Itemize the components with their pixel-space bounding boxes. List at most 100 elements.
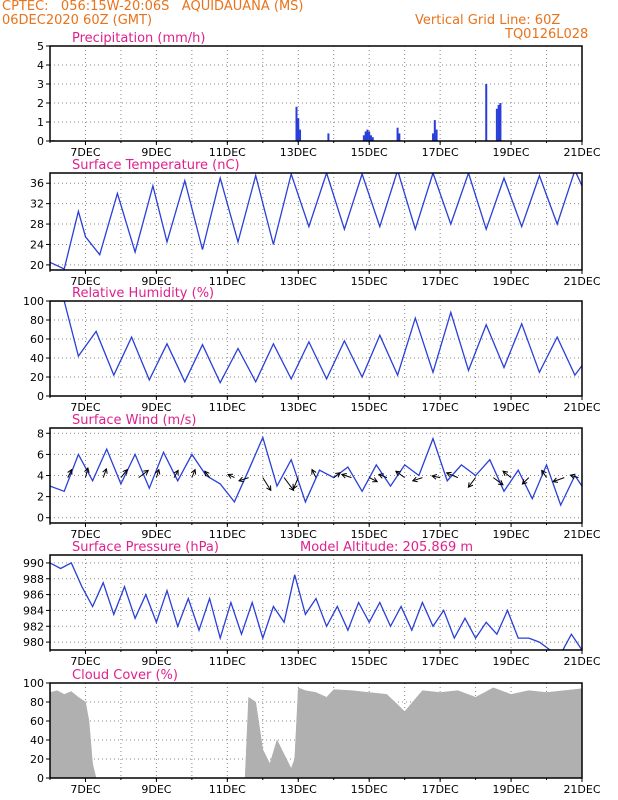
wind-vector-head [445,471,452,478]
wind-vector-head [395,470,401,476]
wind-vector-head [335,472,341,478]
wind-vector-head [266,485,272,492]
y-tick-label: 8 [37,427,44,440]
x-tick-label: 13DEC [280,146,317,159]
x-tick-label: 17DEC [422,146,459,159]
precip-bar [362,135,365,141]
header-date: 06DEC2020 60Z (GMT) [2,13,153,28]
panel-data [52,84,502,141]
wind-vector-head [292,483,298,490]
y-tick-label: 60 [30,333,44,346]
wind-vector-head [84,466,90,473]
wind-vector [238,477,249,482]
x-tick-label: 17DEC [422,401,459,414]
wind-vector-head [143,469,150,476]
wind-vector-head [173,469,179,476]
panel-frame [49,427,583,524]
x-tick-label: 19DEC [493,401,530,414]
x-tick-label: 11DEC [209,275,246,288]
precip-bar [396,127,399,141]
y-tick-label: 986 [23,589,44,602]
wind-vector [67,469,73,478]
y-tick-label: 32 [30,198,44,211]
wind-vector [368,477,378,483]
series-line [50,173,582,270]
wind-vector [341,473,352,479]
wind-vector [412,477,423,482]
wind-vector-head [431,474,438,480]
y-tick-label: 40 [30,734,44,747]
wind-vector-head [227,473,234,479]
panel-frame [49,554,583,651]
x-tick-label: 9DEC [141,655,171,668]
panel-title: Surface Temperature (nC) [72,158,240,173]
y-tick-label: 24 [30,238,44,251]
wind-vector [552,477,565,483]
wind-vector-head [569,473,576,480]
panel-data [50,687,582,778]
wind-vector-head [340,473,347,479]
y-tick-label: 60 [30,715,44,728]
wind-vector-head [541,469,547,476]
precip-bar [371,137,374,141]
x-tick-label: 17DEC [422,655,459,668]
series-line [50,562,582,650]
wind-vector [333,472,341,479]
x-tick-label: 13DEC [280,783,317,796]
header-station: CPTEC: 056:15W-20:06S AQUIDAUANA (MS) [2,0,304,14]
wind-vector [432,475,441,479]
y-tick-label: 4 [37,470,44,483]
wind-vector [283,477,295,491]
wind-vector [84,467,89,478]
series-line [50,435,582,507]
x-tick-label: 17DEC [422,783,459,796]
y-tick-label: 80 [30,314,44,327]
x-tick-label: 19DEC [493,528,530,541]
x-tick-label: 11DEC [209,783,246,796]
wind-vector [173,470,179,478]
y-tick-label: 20 [30,259,44,272]
wind-vector [191,469,196,478]
panel-data [50,173,582,270]
wind-vector [522,477,530,485]
x-tick-label: 13DEC [280,655,317,668]
y-tick-label: 982 [23,620,44,633]
wind-vector [378,473,388,479]
wind-vector [502,470,512,479]
x-tick-label: 21DEC [563,783,600,796]
panel-data [50,435,582,507]
y-tick-label: 20 [30,753,44,766]
precip-bar [495,108,498,141]
x-tick-label: 15DEC [351,655,388,668]
y-tick-label: 988 [23,573,44,586]
panel-4: Surface Pressure (hPa) Model Altitude: 20… [23,540,601,668]
wind-vector-head [238,476,245,483]
wind-vector [102,468,107,478]
panel-data [50,562,582,650]
y-tick-label: 990 [23,557,44,570]
x-tick-label: 21DEC [563,275,600,288]
x-tick-label: 7DEC [70,655,100,668]
y-tick-label: 100 [23,677,44,690]
x-tick-label: 9DEC [141,275,171,288]
panel-3: Surface Wind (m/s) 0 2 4 6 8 7DEC 9DEC 11DEC 13DE… [37,413,601,541]
y-tick-label: 0 [37,512,44,525]
precip-bar [433,120,436,141]
wind-vector-head [67,468,73,475]
precip-bar [398,133,401,141]
precip-bar [299,129,302,141]
wind-vector [262,477,272,491]
y-tick-label: 100 [23,295,44,308]
x-tick-label: 9DEC [141,146,171,159]
y-tick-label: 984 [23,604,44,617]
wind-vector [446,472,459,479]
wind-vector [293,477,299,490]
panel-frame [49,682,583,779]
y-tick-label: 3 [37,78,44,91]
wind-vector-head [154,468,161,475]
y-tick-label: 0 [37,135,44,148]
panel-title: Precipitation (mm/h) [72,31,205,46]
x-tick-label: 21DEC [563,655,600,668]
x-tick-label: 11DEC [209,401,246,414]
panel-title: Surface Wind (m/s) [72,413,196,428]
